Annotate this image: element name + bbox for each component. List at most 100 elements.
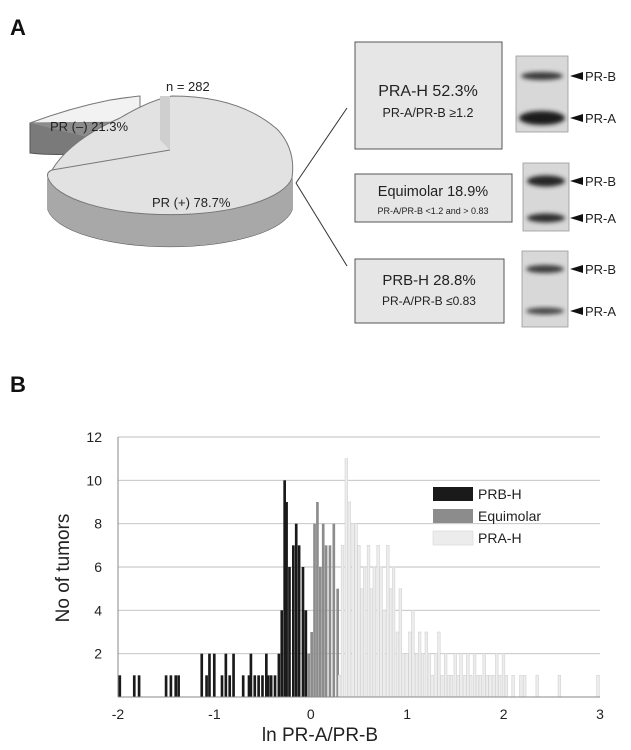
box-equimolar: Equimolar 18.9% PR-A/PR-B <1.2 and > 0.8… (354, 173, 513, 223)
connector-upper (295, 107, 348, 184)
bar-prb-h-7 (200, 653, 204, 697)
box-prb-h-title: PRB-H 28.8% (382, 272, 475, 289)
bar-equimolar-5 (321, 523, 325, 697)
bar-pra-h-49 (495, 653, 499, 698)
x-tick-label-1: 1 (403, 706, 411, 722)
bar-pra-h-30 (434, 653, 438, 698)
bar-pra-h-22 (408, 631, 412, 698)
bar-pra-h-12 (376, 545, 380, 698)
bar-prb-h-33 (301, 567, 305, 697)
x-axis-title: ln PR-A/PR-B (262, 725, 378, 746)
x-tick-label-2: 2 (500, 706, 508, 722)
bar-prb-h-26 (280, 610, 284, 697)
bar-prb-h-11 (220, 675, 224, 697)
x-tick-label--2: -2 (112, 706, 125, 722)
bar-pra-h-16 (389, 588, 393, 698)
x-tick-label-0: 0 (307, 706, 315, 722)
bar-pra-h-43 (475, 675, 480, 698)
bar-prb-h-30 (292, 545, 295, 697)
bar-pra-h-31 (437, 631, 441, 698)
bar-pra-h-25 (417, 631, 422, 698)
bar-prb-h-5 (174, 675, 178, 697)
bar-prb-h-0 (118, 675, 122, 697)
bar-pra-h-9 (366, 545, 371, 698)
box-equimolar-sub: PR-A/PR-B <1.2 and > 0.83 (377, 206, 488, 216)
bar-pra-h-8 (363, 566, 367, 698)
connector-lower (295, 182, 348, 267)
bar-pra-h-48 (492, 675, 496, 698)
x-tick-labels: -2 -1 0 1 2 3 (112, 706, 604, 722)
bar-pra-h-37 (456, 675, 460, 698)
bar-prb-h-29 (288, 567, 291, 697)
bar-pra-h-19 (398, 588, 402, 698)
bar-prb-h-25 (277, 653, 281, 697)
blot-band-labels: PR-B PR-A PR-B PR-A PR-B PR-A (570, 69, 616, 319)
bar-equimolar-8 (332, 523, 336, 697)
box-pra-h: PRA-H 52.3% PR-A/PR-B ≥1.2 (354, 41, 503, 150)
bar-pra-h-41 (469, 675, 473, 698)
bar-prb-h-3 (164, 675, 168, 697)
bar-prb-h-24 (273, 675, 277, 697)
bar-prb-h-14 (232, 653, 235, 697)
y-tick-label-6: 6 (94, 559, 102, 575)
bar-pra-h-55 (523, 675, 527, 698)
y-tick-label-4: 4 (94, 602, 102, 618)
x-tick-label-3: 3 (596, 706, 604, 722)
bar-prb-h-18 (253, 675, 257, 697)
legend-swatch-pra-h (432, 530, 474, 546)
box-pra-h-sub: PR-A/PR-B ≥1.2 (383, 106, 474, 120)
box-prb-h: PRB-H 28.8% PR-A/PR-B ≤0.83 (354, 258, 505, 324)
bar-pra-h-14 (382, 610, 386, 698)
bar-equimolar-1 (310, 632, 313, 697)
band-label-prb-1: PR-B (585, 69, 616, 84)
legend-label-equimolar: Equimolar (478, 508, 541, 524)
bar-prb-h-2 (137, 675, 141, 697)
bar-prb-h-16 (247, 675, 251, 697)
bar-pra-h-1 (340, 545, 345, 698)
bar-equimolar-7 (328, 545, 332, 697)
bar-equimolar-3 (316, 502, 319, 697)
bar-prb-h-4 (169, 675, 173, 697)
box-equimolar-title: Equimolar 18.9% (378, 184, 489, 200)
bar-pra-h-29 (430, 675, 434, 698)
bar-pra-h-28 (427, 653, 431, 698)
bar-prb-h-20 (261, 675, 264, 697)
y-tick-label-2: 2 (94, 646, 102, 662)
bar-pra-h-7 (360, 588, 364, 698)
sample-size-label: n = 282 (166, 79, 210, 94)
bar-prb-h-31 (294, 523, 298, 697)
bar-pra-h-18 (395, 631, 400, 698)
bar-pra-h-42 (472, 653, 477, 698)
bar-pra-h-26 (420, 653, 425, 698)
bar-equimolar-4 (318, 567, 322, 697)
bar-prb-h-19 (257, 675, 260, 697)
bar-pra-h-13 (379, 566, 383, 698)
legend-label-pra-h: PRA-H (478, 530, 522, 546)
bar-pra-h-23 (411, 610, 415, 698)
bar-prb-h-9 (208, 653, 211, 697)
bar-prb-h-6 (177, 675, 180, 697)
bar-pra-h-38 (459, 653, 463, 698)
bar-prb-h-17 (249, 653, 253, 697)
bar-prb-h-21 (265, 653, 268, 697)
bar-prb-h-28 (285, 502, 288, 697)
bar-prb-h-27 (283, 480, 286, 697)
bar-pra-h-2 (344, 458, 348, 698)
bar-equimolar-9 (336, 588, 340, 697)
bar-pra-h-27 (424, 631, 428, 698)
bar-pra-h-3 (347, 501, 351, 698)
y-tick-label-10: 10 (86, 472, 102, 488)
box-prb-h-sub: PR-A/PR-B ≤0.83 (382, 294, 476, 308)
bar-pra-h-46 (485, 675, 489, 698)
band-label-prb-3: PR-B (585, 262, 616, 277)
bar-pra-h-11 (372, 566, 376, 698)
bar-pra-h-57 (557, 675, 562, 698)
panel-b-label: B (10, 372, 26, 397)
bar-pra-h-10 (369, 588, 374, 698)
bar-prb-h-15 (241, 675, 245, 697)
bar-pra-h-34 (446, 675, 451, 698)
bar-pra-h-51 (501, 653, 506, 698)
y-tick-label-12: 12 (86, 429, 102, 445)
bar-pra-h-0 (337, 675, 342, 698)
